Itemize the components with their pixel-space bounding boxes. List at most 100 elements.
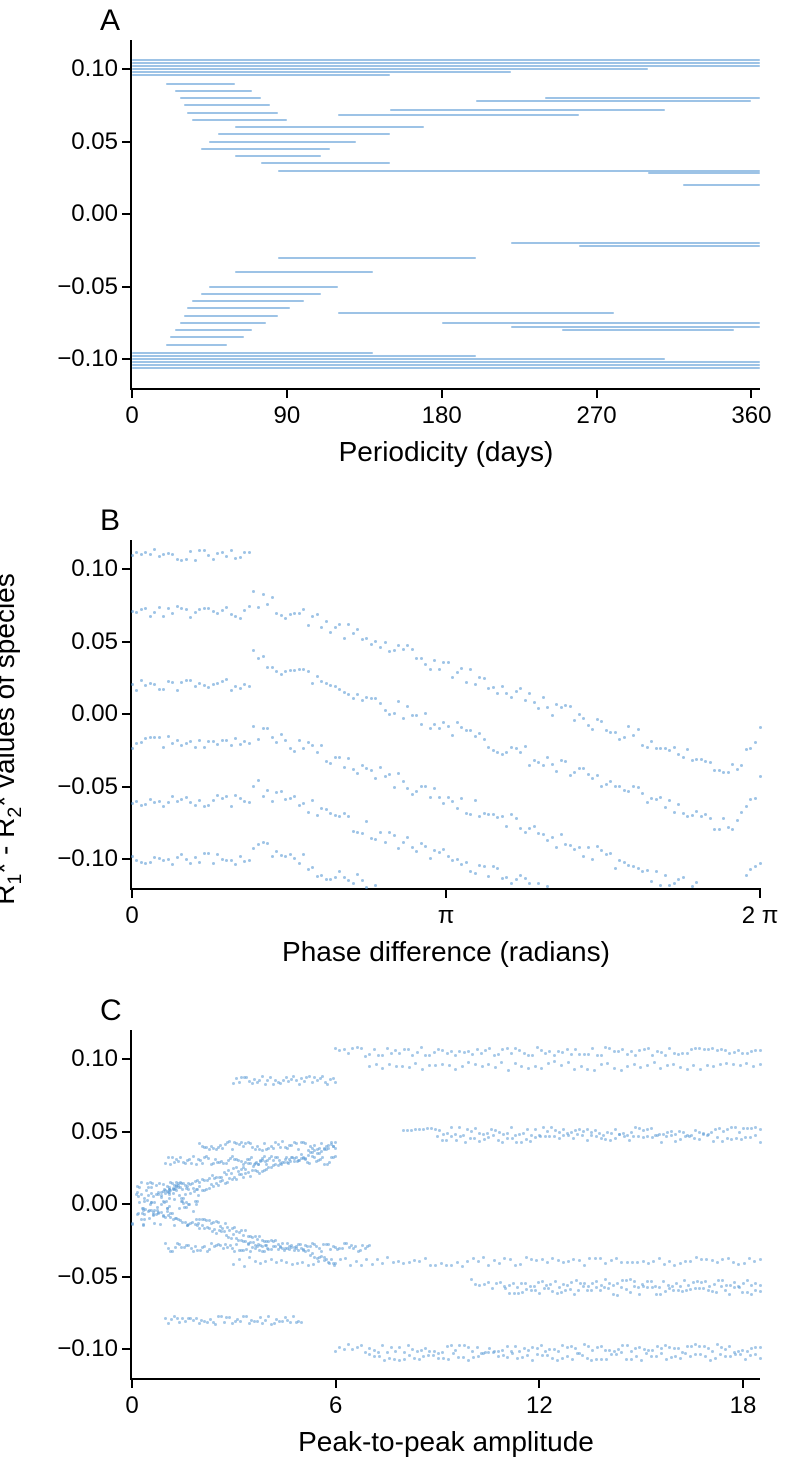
data-point: [469, 1137, 472, 1140]
data-point: [403, 1048, 406, 1051]
data-point: [754, 1282, 757, 1285]
data-point: [560, 759, 563, 762]
data-point: [540, 1344, 543, 1347]
data-point: [630, 1131, 633, 1134]
data-segment: [132, 352, 373, 354]
data-point: [434, 1264, 437, 1267]
data-point: [384, 775, 387, 778]
data-point: [143, 1213, 146, 1216]
data-point: [207, 804, 210, 807]
data-point: [664, 874, 667, 877]
data-point: [482, 1256, 485, 1259]
data-point: [239, 797, 242, 800]
data-point: [257, 779, 260, 782]
data-point: [467, 1359, 470, 1362]
data-point: [557, 1050, 560, 1053]
data-point: [534, 1128, 537, 1131]
data-point: [356, 831, 359, 834]
data-point: [557, 1259, 560, 1262]
data-point: [473, 1137, 476, 1140]
data-point: [573, 1068, 576, 1071]
x-tick-label: 6: [329, 1392, 342, 1420]
data-point: [731, 763, 734, 766]
data-point: [558, 1137, 561, 1140]
data-segment: [579, 245, 760, 247]
data-point: [610, 1132, 613, 1135]
data-point: [381, 1344, 384, 1347]
data-point: [198, 1322, 201, 1325]
data-point: [189, 740, 192, 743]
data-point: [704, 1280, 707, 1283]
x-tick-label: 18: [730, 1392, 757, 1420]
data-point: [289, 669, 292, 672]
data-segment: [683, 184, 760, 186]
data-point: [527, 1349, 530, 1352]
data-point: [298, 739, 301, 742]
data-point: [373, 1048, 376, 1051]
data-point: [307, 624, 310, 627]
data-point: [344, 1257, 347, 1260]
data-point: [510, 1052, 513, 1055]
y-tick-label: 0.05: [71, 1118, 118, 1146]
data-point: [689, 1355, 692, 1358]
data-point: [514, 1345, 517, 1348]
data-point: [595, 1280, 598, 1283]
data-point: [429, 727, 432, 730]
data-point: [282, 1079, 285, 1082]
data-point: [501, 753, 504, 756]
data-point: [731, 828, 734, 831]
data-point: [548, 1050, 551, 1053]
data-point: [627, 864, 630, 867]
data-point: [184, 1162, 187, 1165]
data-point: [235, 1166, 238, 1169]
data-point: [135, 800, 138, 803]
data-point: [442, 721, 445, 724]
data-point: [541, 1258, 544, 1261]
data-point: [639, 1066, 642, 1069]
y-tick-label: 0.10: [71, 555, 118, 583]
data-point: [180, 559, 183, 562]
data-point: [679, 1066, 682, 1069]
data-point: [167, 680, 170, 683]
data-point: [567, 1061, 570, 1064]
data-point: [501, 815, 504, 818]
data-point: [717, 1279, 720, 1282]
data-point: [493, 1259, 496, 1262]
data-point: [212, 683, 215, 686]
data-point: [694, 1129, 697, 1132]
y-tick: [122, 568, 132, 570]
data-point: [518, 1049, 521, 1052]
data-point: [140, 1193, 143, 1196]
data-point: [699, 1353, 702, 1356]
data-point: [520, 1141, 523, 1144]
data-point: [625, 1288, 628, 1291]
data-point: [614, 1137, 617, 1140]
data-point: [180, 798, 183, 801]
data-point: [167, 858, 170, 861]
y-tick-label: 0.10: [71, 1045, 118, 1073]
data-point: [570, 1281, 573, 1284]
data-point: [313, 1156, 316, 1159]
data-point: [670, 1130, 673, 1133]
data-point: [190, 1162, 193, 1165]
data-point: [562, 1134, 565, 1137]
data-point: [454, 1054, 457, 1057]
data-point: [307, 670, 310, 673]
y-tick-label: 0.00: [71, 1190, 118, 1218]
data-point: [223, 1321, 226, 1324]
data-segment: [192, 119, 287, 121]
data-point: [293, 1160, 296, 1163]
data-point: [647, 1349, 650, 1352]
data-point: [744, 1358, 747, 1361]
data-point: [572, 1258, 575, 1261]
data-point: [551, 1290, 554, 1293]
data-point: [456, 671, 459, 674]
data-point: [173, 1224, 176, 1227]
data-point: [131, 683, 134, 686]
data-point: [586, 1068, 589, 1071]
data-point: [519, 827, 522, 830]
data-point: [441, 1049, 444, 1052]
data-point: [167, 1322, 170, 1325]
data-point: [560, 1291, 563, 1294]
data-point: [663, 1263, 666, 1266]
